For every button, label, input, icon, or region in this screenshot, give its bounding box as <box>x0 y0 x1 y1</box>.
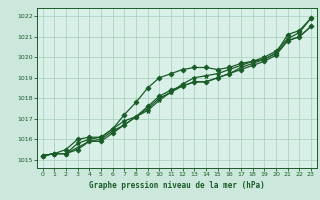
X-axis label: Graphe pression niveau de la mer (hPa): Graphe pression niveau de la mer (hPa) <box>89 181 265 190</box>
